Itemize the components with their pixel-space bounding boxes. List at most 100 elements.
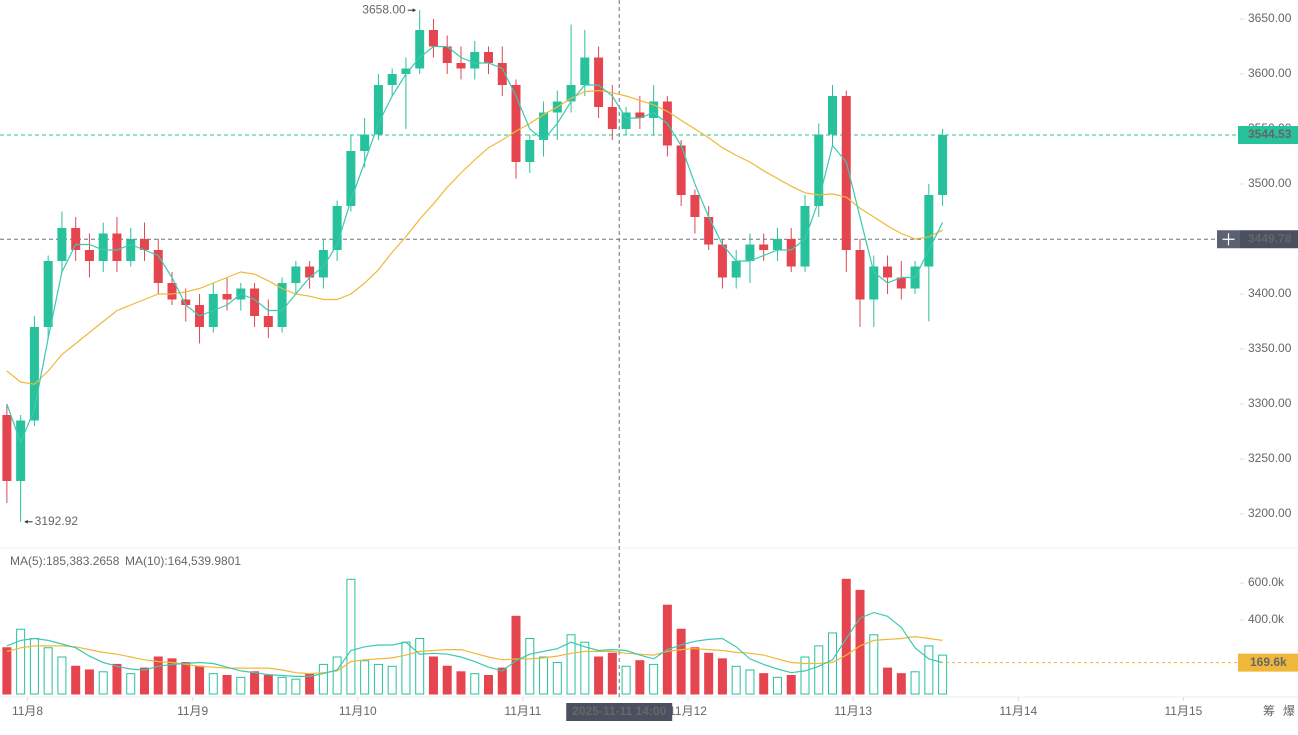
candle-body (318, 250, 328, 278)
volume-tick-label: 600.0k (1248, 575, 1285, 589)
volume-bar (346, 578, 356, 695)
volume-bar (181, 662, 191, 695)
candle-body (649, 101, 659, 118)
volume-bar (704, 652, 714, 695)
volume-bar (649, 663, 659, 695)
last-volume-label: 169.6k (1250, 655, 1287, 669)
candle-body (924, 195, 934, 267)
candle-body (745, 244, 755, 261)
candle-body (139, 239, 149, 250)
volume-bar (800, 656, 810, 695)
candle-body (29, 327, 39, 421)
volume-bar (126, 673, 136, 695)
max-label: 3658.00 (362, 2, 406, 16)
x-tick-label: 11月8 (12, 704, 43, 718)
candle-body (387, 74, 397, 85)
y-tick-label: 3350.00 (1248, 341, 1292, 355)
candle-body (621, 112, 631, 129)
y-tick-label: 3600.00 (1248, 66, 1292, 80)
crosshair-time-label: 2025-11-11 14:00 (572, 704, 666, 718)
x-tick-label: 11月13 (834, 704, 872, 718)
candle-body (181, 299, 191, 305)
candle-body (511, 85, 521, 162)
candle-body (690, 195, 700, 217)
candle-body (332, 206, 342, 250)
candle-body (346, 151, 356, 206)
volume-ma10-line (6, 635, 943, 675)
candle-body (841, 96, 851, 250)
volume-bar (828, 632, 838, 695)
candle-body (98, 233, 108, 261)
x-tick-label: 11月11 (504, 704, 541, 718)
candle-body (401, 68, 411, 74)
candle-body (828, 96, 838, 135)
candle-body (222, 294, 232, 300)
candle-body (676, 145, 686, 195)
candle-body (415, 30, 425, 69)
candle-body (759, 244, 769, 250)
candle-body (800, 206, 810, 267)
candle-body (263, 316, 273, 327)
volume-bar (745, 669, 755, 695)
volume-bar (318, 663, 328, 695)
volume-bar (759, 673, 769, 695)
candle-body (731, 261, 741, 278)
volume-bar (208, 673, 218, 695)
volume-legend-ma10: MA(10):164,539.9801 (125, 554, 241, 568)
volume-bar (84, 669, 94, 695)
plus-icon (1222, 233, 1235, 246)
x-tick-label: 11月9 (177, 704, 208, 718)
candle-body (442, 46, 452, 63)
candle-body (456, 63, 466, 69)
ma-fast-line (6, 45, 944, 445)
candle-body (126, 239, 136, 261)
last-price-label: 3544.53 (1248, 127, 1292, 141)
volume-bar (539, 656, 549, 695)
max-arrow-head (412, 8, 416, 13)
candle-body (71, 228, 81, 250)
volume-bar (153, 656, 163, 695)
volume-bar (222, 675, 232, 695)
candle-body (360, 134, 370, 151)
volume-bar (497, 667, 507, 695)
crosshair-price-box (1240, 230, 1298, 249)
candle-body (607, 107, 617, 129)
candle-body (772, 239, 782, 250)
candle-body (291, 266, 301, 283)
x-tick-label: 11月10 (339, 704, 377, 718)
volume-bar (841, 578, 851, 695)
volume-bar (869, 634, 879, 695)
volume-bar (938, 654, 948, 695)
volume-bar (277, 676, 287, 695)
volume-bar (470, 673, 480, 695)
candle-body (855, 250, 865, 300)
volume-bar (483, 675, 493, 695)
volume-bar (924, 645, 934, 695)
candle-body (896, 277, 906, 289)
volume-bar (580, 641, 590, 695)
last-volume-box (1238, 653, 1298, 672)
volume-bar (717, 658, 727, 695)
candle-body (786, 239, 796, 267)
volume-bar (690, 647, 700, 695)
candle-body (594, 57, 604, 107)
volume-bar (263, 675, 273, 695)
volume-bar (442, 665, 452, 695)
candle-body (704, 217, 714, 245)
volume-bar (594, 656, 604, 695)
candle-body (497, 63, 507, 85)
candle-body (57, 228, 67, 261)
volume-bar (786, 675, 796, 695)
volume-bar (456, 671, 466, 695)
last-price-box (1238, 126, 1298, 145)
volume-bar (16, 628, 26, 695)
volume-bar (428, 656, 438, 695)
candle-body (470, 52, 480, 69)
volume-bar (112, 663, 122, 695)
volume-bar (401, 641, 411, 695)
side-label[interactable]: 筹 (1263, 704, 1275, 718)
candle-body (428, 30, 438, 47)
candle-body (883, 266, 893, 278)
side-label[interactable]: 爆 (1283, 704, 1295, 718)
volume-bar (552, 662, 562, 695)
